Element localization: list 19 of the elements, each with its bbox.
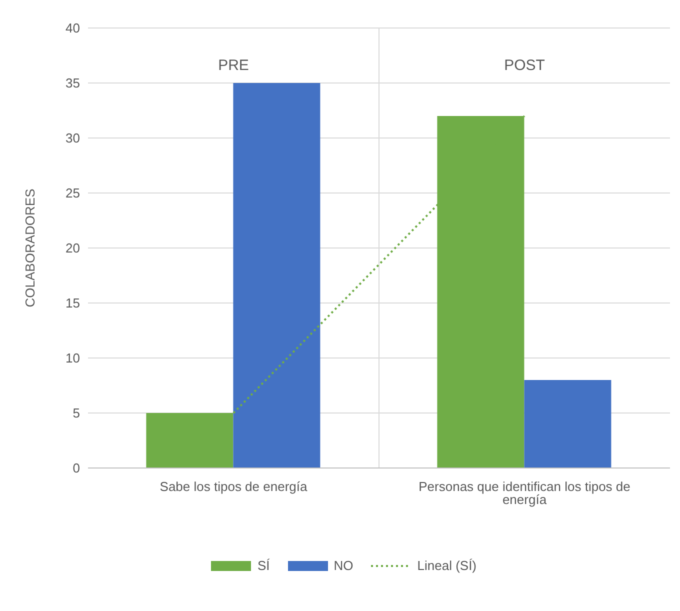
y-tick-label: 35 — [66, 76, 80, 91]
bar — [524, 380, 612, 468]
legend-label: NO — [334, 558, 354, 573]
x-tick-label: Sabe los tipos de energía — [160, 479, 308, 494]
y-tick-label: 25 — [66, 186, 80, 201]
y-axis-title: COLABORADORES — [22, 188, 38, 308]
legend-label: SÍ — [257, 558, 270, 573]
legend-label: Lineal (SÍ) — [417, 558, 477, 573]
y-tick-label: 40 — [66, 20, 80, 36]
y-tick-label: 0 — [72, 460, 80, 476]
y-tick-label: 10 — [66, 350, 80, 366]
annotation: POST — [504, 57, 545, 74]
annotation: PRE — [218, 57, 249, 74]
y-tick-label: 20 — [66, 240, 80, 256]
y-tick-label: 15 — [66, 296, 80, 311]
y-tick-label: 30 — [66, 130, 80, 146]
x-tick-label: Personas que identifican los tipos de energía — [418, 479, 630, 508]
y-tick-label: 5 — [72, 406, 80, 421]
bar — [233, 83, 320, 468]
